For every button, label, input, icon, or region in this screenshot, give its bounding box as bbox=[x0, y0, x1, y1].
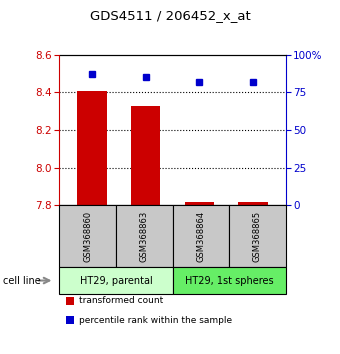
Text: GSM368860: GSM368860 bbox=[83, 211, 92, 262]
Text: transformed count: transformed count bbox=[79, 296, 163, 306]
Text: cell line: cell line bbox=[3, 275, 41, 286]
Text: percentile rank within the sample: percentile rank within the sample bbox=[79, 316, 232, 325]
Bar bbox=[185, 202, 214, 205]
Text: HT29, parental: HT29, parental bbox=[80, 275, 152, 286]
Text: GSM368864: GSM368864 bbox=[196, 211, 205, 262]
Text: HT29, 1st spheres: HT29, 1st spheres bbox=[185, 275, 273, 286]
Bar bbox=[131, 105, 160, 205]
Text: GSM368865: GSM368865 bbox=[253, 211, 262, 262]
Text: GDS4511 / 206452_x_at: GDS4511 / 206452_x_at bbox=[90, 10, 250, 22]
Bar bbox=[77, 91, 107, 205]
Text: GSM368863: GSM368863 bbox=[140, 211, 149, 262]
Bar bbox=[238, 202, 268, 205]
